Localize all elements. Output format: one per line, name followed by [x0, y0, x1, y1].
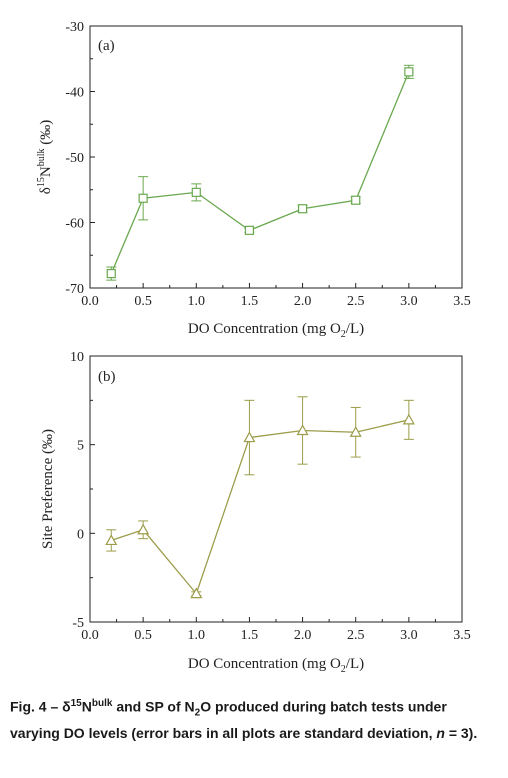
panel-a-x-axis-title: DO Concentration (mg O2/L): [188, 321, 364, 340]
panel-b-x-ticks: 0.0 0.5 1.0 1.5 2.0 2.5 3.0 3.5: [81, 617, 471, 643]
data-point: [105, 534, 118, 546]
data-point: [244, 225, 255, 235]
panel-b-label: (b): [98, 369, 116, 385]
x-tick-label: 1.0: [188, 294, 206, 309]
data-point: [349, 426, 362, 437]
x-tick-label: 3.5: [453, 294, 471, 309]
panel-a-x-ticks: 0.0 0.5 1.0 1.5 2.0 2.5 3.0 3.5: [81, 283, 471, 309]
panel-b-series: [105, 396, 415, 599]
panel-b-x-axis-title: DO Concentration (mg O2/L): [188, 656, 364, 675]
y-tick-label: -50: [65, 151, 84, 166]
figure: (a) 0.0 0.5 1.0 1.5 2.0 2.5 3.0 3.5 -70-60-50-4…: [36, 20, 471, 675]
x-tick-label: 0.5: [134, 628, 152, 643]
y-tick-label: -40: [65, 86, 84, 101]
series-line: [110, 71, 410, 274]
x-tick-label: 2.5: [347, 294, 365, 309]
y-tick-label: -70: [65, 282, 84, 297]
x-tick-label: 1.5: [241, 628, 259, 643]
x-tick-label: 0.5: [134, 294, 152, 309]
data-point: [190, 587, 203, 599]
x-tick-label: 3.5: [453, 628, 471, 643]
panel-b: (b) 0.0 0.5 1.0 1.5 2.0 2.5 3.0 3.5 -5 0 5 10 DO C…: [40, 350, 471, 675]
x-tick-label: 2.0: [294, 294, 312, 309]
panel-b-frame: [89, 355, 463, 623]
data-point: [137, 523, 150, 535]
x-tick-label: 3.0: [400, 628, 418, 643]
data-point: [402, 413, 415, 425]
x-tick-label: 2.0: [294, 628, 312, 643]
data-point: [404, 67, 414, 77]
data-point: [351, 195, 361, 205]
y-tick-label: 10: [70, 350, 84, 365]
figure-caption: Fig. 4 – δ15Nbulk and SP of N2O produced…: [10, 698, 478, 742]
panel-b-y-axis-title: Site Preference (‰): [40, 429, 56, 549]
data-point: [243, 431, 256, 443]
x-tick-label: 1.0: [188, 628, 206, 643]
data-point: [106, 268, 116, 279]
panel-a-y-axis-title: δ15Nbulk (‰): [36, 120, 54, 194]
panel-a-y-ticks: -70 -60 -50 -40 -30: [65, 20, 95, 297]
x-tick-label: 0.0: [81, 628, 99, 643]
y-tick-label: -5: [72, 616, 84, 631]
series-line: [111, 419, 410, 595]
panel-a-label: (a): [98, 38, 115, 54]
x-tick-label: 2.5: [347, 628, 365, 643]
data-point: [138, 193, 148, 203]
data-point: [296, 424, 309, 436]
x-tick-label: 3.0: [400, 294, 418, 309]
y-tick-label: 0: [77, 527, 84, 542]
data-point: [191, 187, 201, 197]
y-tick-label: -60: [65, 217, 84, 232]
x-tick-label: 0.0: [81, 294, 99, 309]
x-tick-label: 1.5: [241, 294, 259, 309]
data-point: [297, 204, 308, 214]
panel-b-y-ticks: -5 0 5 10: [70, 350, 95, 631]
panel-a-series: [106, 64, 414, 281]
y-tick-label: -30: [65, 20, 84, 35]
y-tick-label: 5: [77, 439, 84, 454]
panel-a: (a) 0.0 0.5 1.0 1.5 2.0 2.5 3.0 3.5 -70 -60 -50 -4…: [36, 20, 471, 340]
